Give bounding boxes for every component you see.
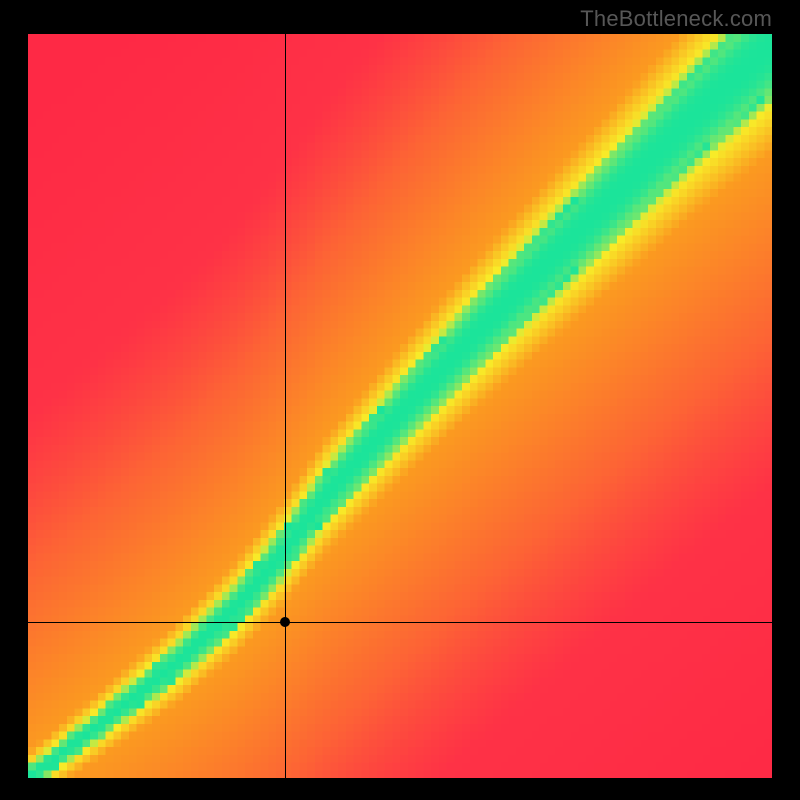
heatmap-canvas	[28, 34, 772, 778]
crosshair-dot	[280, 617, 290, 627]
crosshair-horizontal	[28, 622, 772, 623]
crosshair-vertical	[285, 34, 286, 778]
heatmap-plot	[28, 34, 772, 778]
watermark-text: TheBottleneck.com	[580, 6, 772, 32]
chart-frame: TheBottleneck.com	[0, 0, 800, 800]
